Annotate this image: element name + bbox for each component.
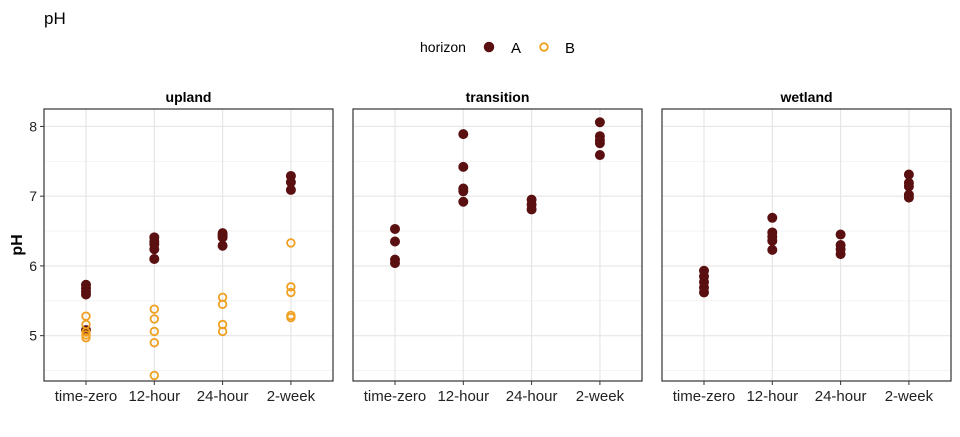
data-point-a	[389, 223, 400, 234]
x-tick-label: 24-hour	[506, 388, 558, 405]
points	[699, 169, 914, 298]
legend-label-a: A	[511, 40, 521, 57]
data-point-a	[285, 184, 296, 195]
data-point-b	[149, 337, 159, 348]
facet-panel-transition: transition time-zero 12-hour 24-hour 2-week	[352, 89, 643, 405]
data-point-a	[389, 236, 400, 247]
data-point-a	[594, 150, 605, 161]
legend-key-b	[539, 42, 549, 52]
data-point-a	[903, 169, 914, 180]
data-point-a	[389, 258, 400, 269]
x-tick-label: time-zero	[673, 388, 736, 405]
data-point-a	[594, 117, 605, 128]
x-tick-label: 2-week	[576, 388, 625, 405]
data-point-a	[835, 249, 846, 260]
x-tick-label: 24-hour	[815, 388, 867, 405]
y-tick-label: 7	[29, 188, 37, 204]
x-tick-label: 12-hour	[437, 388, 489, 405]
facet-panel-wetland: wetland time-zero 12-hour 24-hour 2-week	[661, 89, 952, 405]
data-point-a	[458, 196, 469, 207]
panel-border	[43, 108, 334, 382]
facet-title: upland	[166, 89, 212, 105]
panel-border	[352, 108, 643, 382]
points	[81, 170, 296, 381]
page-title: pH	[44, 9, 66, 28]
y-tick-label: 5	[29, 328, 37, 344]
y-axis-label: pH	[9, 234, 26, 255]
data-point-b	[286, 287, 296, 298]
data-point-b	[149, 314, 159, 324]
data-point-b	[286, 282, 296, 292]
grid	[353, 109, 642, 381]
data-point-a	[149, 253, 160, 264]
data-point-a	[903, 181, 914, 192]
data-point-b	[217, 299, 228, 309]
y-tick-label: 6	[29, 258, 37, 274]
x-tick-label: time-zero	[364, 388, 427, 405]
data-point-b	[286, 312, 296, 323]
data-point-a	[526, 204, 537, 215]
x-tick-label: 2-week	[885, 388, 934, 405]
data-point-a	[458, 129, 469, 140]
data-point-a	[458, 186, 469, 197]
x-tick-label: 24-hour	[197, 388, 249, 405]
data-point-b	[81, 333, 91, 343]
data-point-a	[699, 287, 710, 298]
x-tick-label: 2-week	[267, 388, 316, 405]
facet-title: transition	[466, 89, 530, 105]
data-point-b	[286, 238, 296, 248]
data-point-b	[149, 326, 159, 337]
data-point-a	[903, 192, 914, 203]
data-point-b	[217, 326, 228, 337]
facet-panel-upland: upland 5 6 7 8 time-zero 12-hour 24-hour 2-week	[29, 89, 334, 405]
grid	[662, 109, 951, 381]
panel-border	[661, 108, 952, 382]
x-tick-label: 12-hour	[128, 388, 180, 405]
data-point-a	[767, 235, 778, 246]
x-tick-label: time-zero	[55, 388, 118, 405]
data-point-b	[149, 370, 159, 381]
data-point-a	[767, 244, 778, 255]
data-point-a	[149, 244, 160, 255]
data-point-a	[594, 138, 605, 149]
data-point-a	[217, 232, 228, 243]
data-point-a	[767, 212, 778, 223]
legend-label-b: B	[565, 40, 575, 57]
legend-title: horizon	[420, 39, 466, 55]
data-point-a	[81, 289, 92, 300]
data-point-a	[835, 229, 846, 240]
x-tick-label: 12-hour	[746, 388, 798, 405]
data-point-a	[217, 240, 228, 251]
grid	[44, 109, 333, 381]
facet-title: wetland	[779, 89, 832, 105]
points	[389, 117, 605, 269]
data-point-b	[81, 330, 91, 340]
legend-key-a	[483, 41, 495, 53]
y-tick-label: 8	[29, 118, 37, 134]
data-point-b	[81, 327, 91, 337]
legend: horizon A B	[420, 39, 575, 57]
data-point-a	[458, 161, 469, 172]
data-point-b	[149, 304, 159, 314]
